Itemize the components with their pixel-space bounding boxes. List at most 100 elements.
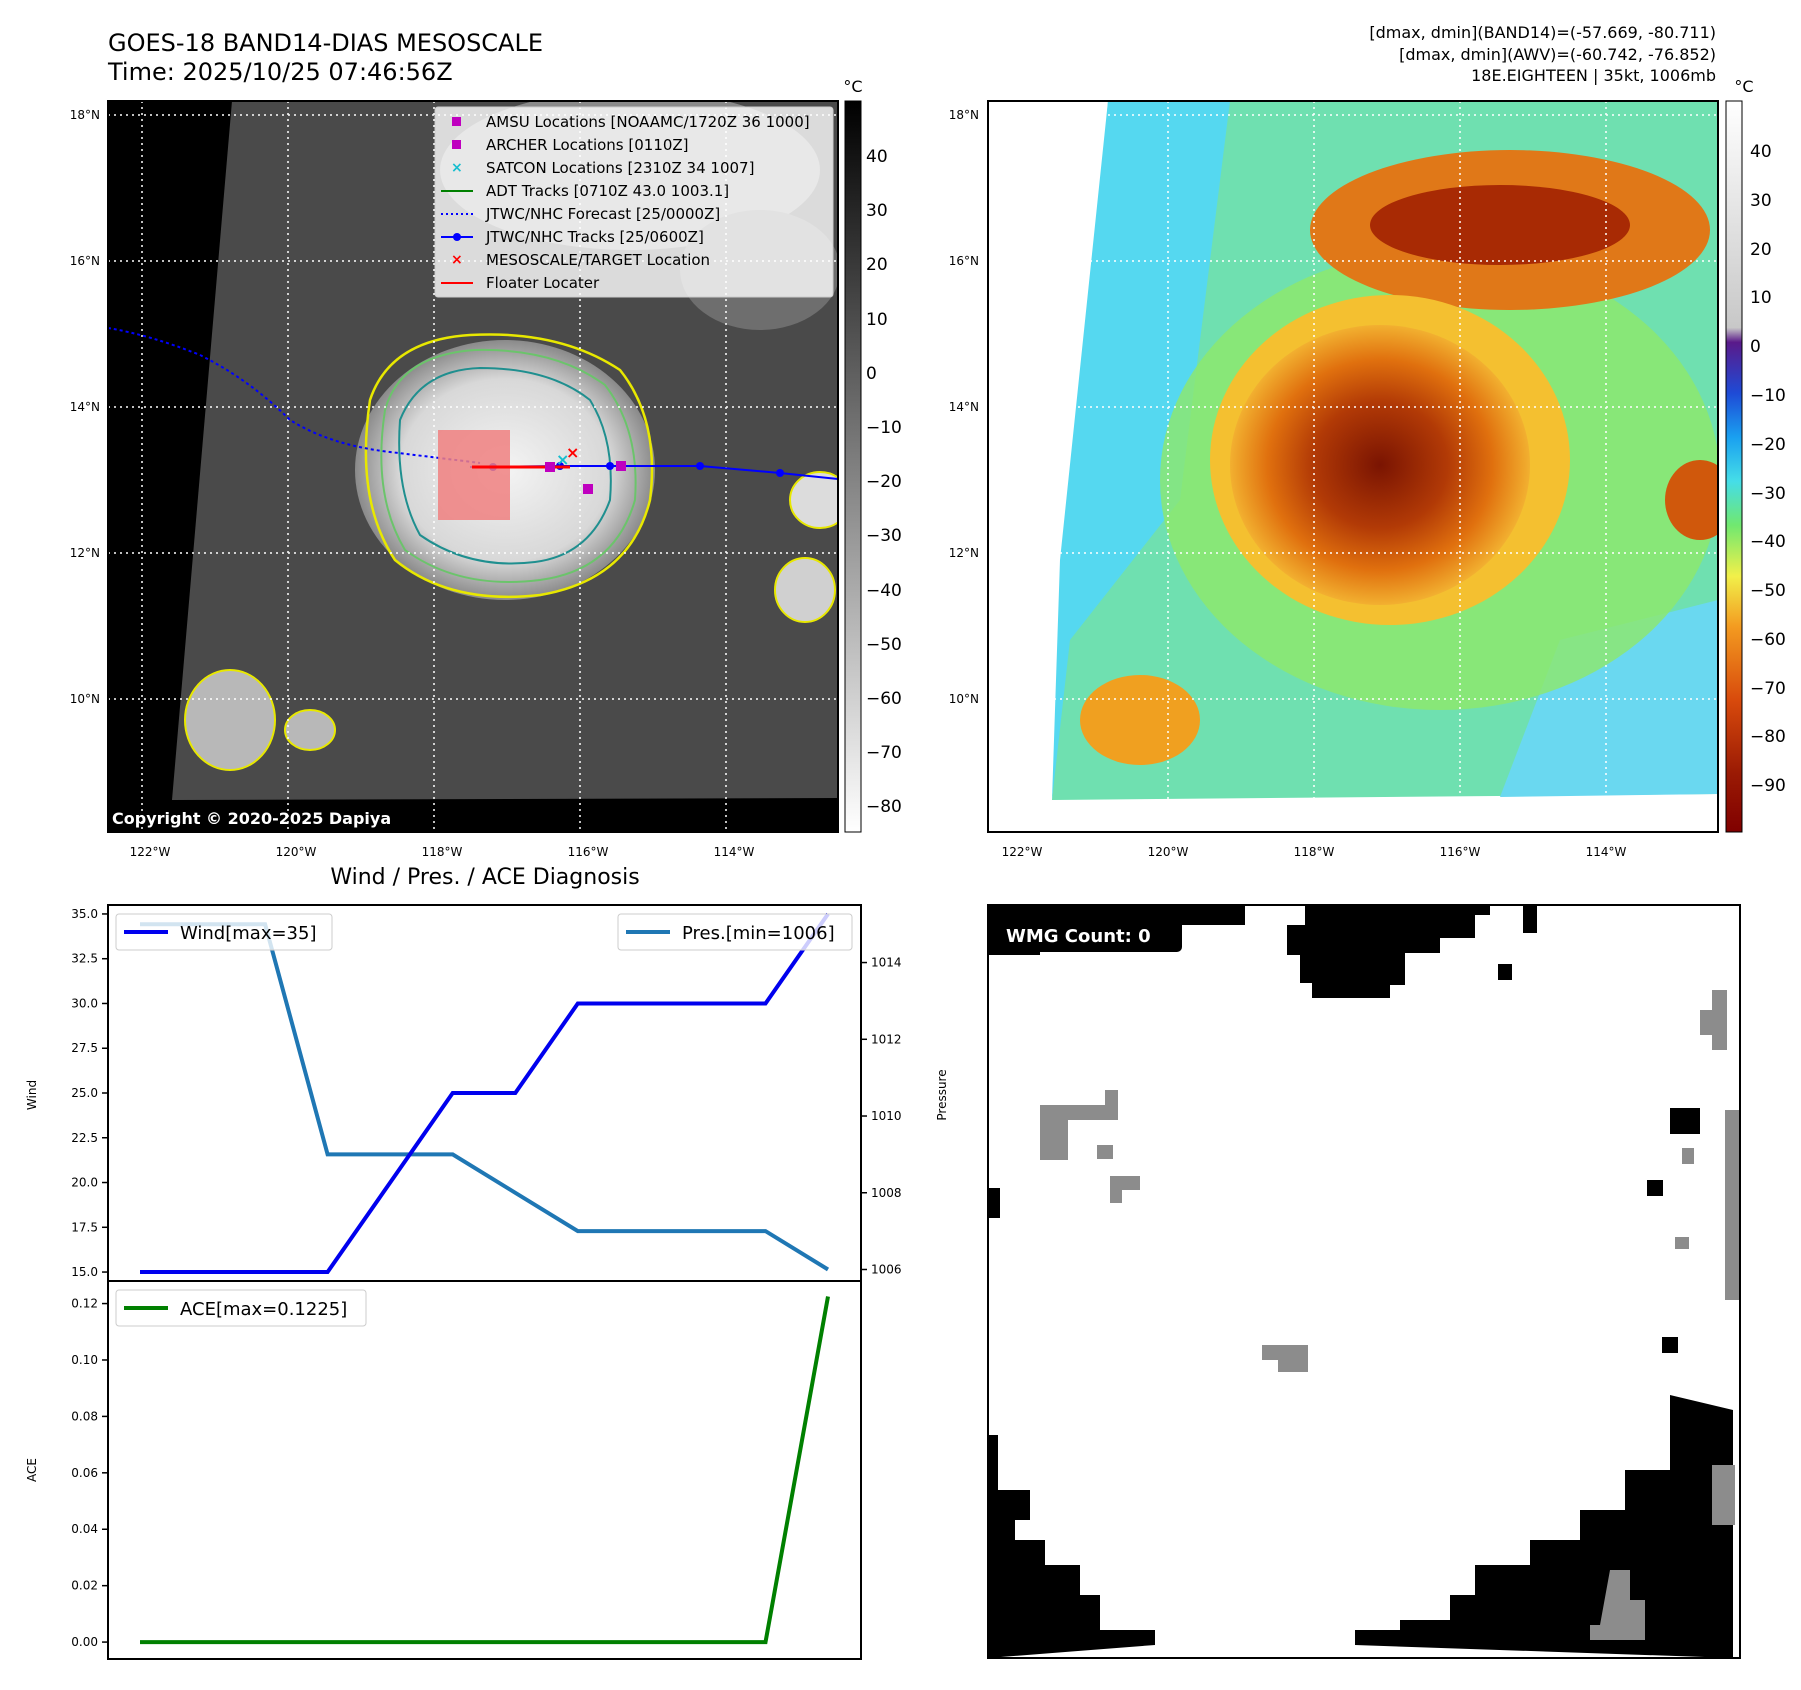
wmg-gray-ne	[1700, 990, 1727, 1050]
pressure-axis-label: Pressure	[935, 1069, 949, 1120]
awv-cyan-southeast	[1500, 600, 1718, 797]
ir-lat-label: 16°N	[70, 254, 100, 268]
awv-tick: −40	[1750, 532, 1786, 552]
awv-tick: −30	[1750, 484, 1786, 504]
ace-axis-tick-label: 0.10	[71, 1353, 98, 1367]
awv-tick: −60	[1750, 630, 1786, 650]
ace-legend: ACE[max=0.1225]	[115, 1289, 367, 1327]
awv-lat-label: 12°N	[949, 546, 979, 560]
wmg-region-se	[1355, 1395, 1733, 1658]
ir-lon-label: 114°W	[714, 845, 755, 859]
wmg-gray-s	[1590, 1570, 1645, 1640]
wind-axis-tick-label: 30.0	[71, 996, 98, 1010]
awv-tick: −80	[1750, 727, 1786, 747]
ace-lines	[140, 1296, 830, 1645]
awv-cyan-west	[1052, 101, 1230, 800]
ir-contour-green	[380, 348, 637, 583]
pressure-axis-tick-label: 1012	[871, 1032, 902, 1046]
legend-symbol-tracks-dot	[453, 233, 461, 241]
wind-axis-tick-label: 22.5	[71, 1131, 98, 1145]
ace-axis-tick-label: 0.12	[71, 1297, 98, 1311]
wmg-region-sw	[988, 1435, 1155, 1658]
wind-legend: Wind[max=35]	[115, 913, 333, 951]
wmg-region-n2	[1523, 905, 1537, 933]
ace-legend-box	[115, 1289, 367, 1327]
wmg-gray-e	[1725, 1110, 1739, 1300]
pressure-legend-label: Pres.[min=1006]	[682, 923, 835, 944]
legend-label-satcon: SATCON Locations [2310Z 34 1007]	[486, 159, 754, 177]
info-awv: [dmax, dmin](AWV)=(-60.742, -76.852)	[1399, 45, 1716, 64]
wind-axis-tick-label: 15.0	[71, 1265, 98, 1279]
ir-map-frame	[107, 100, 839, 833]
wmg-region-e1	[1670, 1108, 1700, 1134]
ir-cell-east	[789, 471, 838, 529]
ir-lat-label: 18°N	[70, 108, 100, 122]
ace-axis-tick-label: 0.00	[71, 1635, 98, 1649]
awv-cell-southwest	[1080, 675, 1200, 765]
ir-lat-label: 12°N	[70, 546, 100, 560]
legend-symbol-archer	[452, 140, 461, 149]
gray-tick: −80	[866, 797, 902, 817]
legend-label-forecast: JTWC/NHC Forecast [25/0000Z]	[485, 205, 720, 223]
wind-line	[140, 912, 830, 1274]
awv-lon-labels: 122°W 120°W 118°W 116°W 114°W	[1002, 845, 1627, 859]
wind-axis-ticks: 15.0 17.5 20.0 22.5 25.0 27.5 30.0 32.5 35.0	[71, 907, 108, 1279]
awv-lat-label: 16°N	[949, 254, 979, 268]
wind-axis-tick-label: 32.5	[71, 952, 98, 966]
awv-lon-label: 114°W	[1586, 845, 1627, 859]
wmg-region-w	[988, 1188, 1000, 1218]
ir-lat-label: 14°N	[70, 400, 100, 414]
awv-tick: −90	[1750, 776, 1786, 796]
pressure-axis-tick-label: 1010	[871, 1109, 902, 1123]
wind-legend-label: Wind[max=35]	[180, 923, 317, 944]
gray-tick: −50	[866, 635, 902, 655]
pressure-axis-ticks: 1006 1008 1010 1012 1014	[861, 956, 902, 1276]
awv-tick: −20	[1750, 435, 1786, 455]
awv-tick: −10	[1750, 386, 1786, 406]
awv-tick: 0	[1750, 337, 1761, 357]
wind-axis-tick-label: 17.5	[71, 1220, 98, 1234]
forecast-track	[108, 327, 481, 464]
gray-tick: −10	[866, 418, 902, 438]
ir-lon-labels: 122°W 120°W 118°W 116°W 114°W	[130, 845, 755, 859]
wind-legend-box	[115, 913, 333, 951]
wmg-gray-e-small2	[1675, 1237, 1689, 1249]
legend-label-tracks: JTWC/NHC Tracks [25/0600Z]	[485, 228, 704, 246]
legend-label-target: MESOSCALE/TARGET Location	[486, 251, 710, 269]
ace-line	[140, 1296, 830, 1645]
map-legend: AMSU Locations [NOAAMC/1720Z 36 1000] AR…	[434, 106, 834, 298]
wmg-region-n	[1287, 905, 1490, 998]
gray-tick: 10	[866, 310, 888, 330]
awv-lat-label: 18°N	[949, 108, 979, 122]
awv-storm	[1230, 325, 1530, 605]
gray-tick: 20	[866, 255, 888, 275]
legend-label-floater: Floater Locater	[486, 274, 600, 292]
gray-tick: −30	[866, 526, 902, 546]
awv-tick: 30	[1750, 191, 1772, 211]
legend-label-adt: ADT Tracks [0710Z 43.0 1003.1]	[486, 182, 729, 200]
awv-lon-label: 116°W	[1440, 845, 1481, 859]
wmg-gray-center	[1262, 1345, 1308, 1372]
awv-colorbar-ticks: 40 30 20 10 0 −10 −20 −30 −40 −50 −60 −7…	[1750, 142, 1786, 796]
ir-lon-label: 120°W	[276, 845, 317, 859]
wind-axis-label: Wind	[25, 1080, 39, 1110]
ir-lon-label: 122°W	[130, 845, 171, 859]
ir-lon-label: 118°W	[422, 845, 463, 859]
pressure-legend-box	[617, 913, 853, 951]
ir-cell-southwest	[184, 669, 276, 771]
awv-map-panel: 122°W 120°W 118°W 116°W 114°W 18°N 16°N …	[949, 77, 1786, 859]
ace-axis-tick-label: 0.04	[71, 1522, 98, 1536]
awv-tick: 10	[1750, 288, 1772, 308]
awv-colorbar-unit: °C	[1734, 77, 1753, 96]
pressure-axis-tick-label: 1014	[871, 956, 902, 970]
ir-map-panel: × × Copyright © 2020-2025 Dapiya AMSU Lo…	[70, 77, 902, 859]
awv-map-grid	[988, 101, 1718, 832]
info-band14: [dmax, dmin](BAND14)=(-57.669, -80.711)	[1369, 23, 1716, 42]
awv-colorbar	[1725, 100, 1743, 833]
ace-axis-tick-label: 0.02	[71, 1579, 98, 1593]
wind-axis-tick-label: 27.5	[71, 1041, 98, 1055]
wmg-gray-small1	[1097, 1145, 1113, 1159]
ace-legend-label: ACE[max=0.1225]	[180, 1299, 347, 1320]
wind-axis-tick-label: 25.0	[71, 1086, 98, 1100]
